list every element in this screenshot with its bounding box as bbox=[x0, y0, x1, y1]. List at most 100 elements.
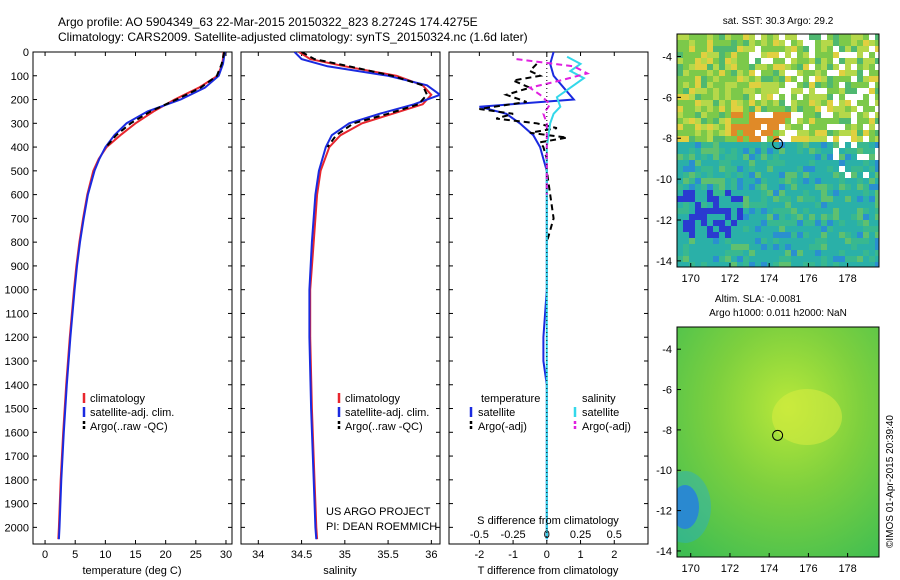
difference-top-label: S difference from climatology bbox=[477, 515, 619, 527]
sst-cell bbox=[779, 52, 785, 58]
sst-cell bbox=[767, 226, 773, 232]
sst-cell bbox=[803, 40, 809, 46]
sst-cell bbox=[827, 178, 833, 184]
sst-cell bbox=[773, 76, 779, 82]
sst-cell bbox=[695, 196, 701, 202]
sst-cell bbox=[743, 262, 749, 267]
sst-cell bbox=[731, 184, 737, 190]
sst-cell bbox=[851, 226, 857, 232]
sst-cell bbox=[803, 214, 809, 220]
sst-cell bbox=[761, 112, 767, 118]
sst-cell bbox=[863, 136, 869, 142]
sst-cell bbox=[869, 130, 875, 136]
sst-cell bbox=[857, 172, 863, 178]
sst-cell bbox=[677, 190, 683, 196]
sst-cell bbox=[869, 154, 875, 160]
sst-cell bbox=[701, 118, 707, 124]
sla-map-field bbox=[677, 327, 879, 557]
sst-cell bbox=[875, 118, 879, 124]
sst-cell bbox=[755, 88, 761, 94]
sst-cell bbox=[779, 106, 785, 112]
sst-cell bbox=[815, 124, 821, 130]
sst-cell bbox=[791, 70, 797, 76]
sst-cell bbox=[683, 142, 689, 148]
sst-cell bbox=[683, 184, 689, 190]
sst-cell bbox=[827, 262, 833, 267]
sst-cell bbox=[779, 226, 785, 232]
sst-cell bbox=[683, 238, 689, 244]
sst-cell bbox=[707, 94, 713, 100]
sst-cell bbox=[701, 250, 707, 256]
sst-cell bbox=[743, 70, 749, 76]
sst-cell bbox=[773, 130, 779, 136]
sst-cell bbox=[755, 124, 761, 130]
sst-cell bbox=[827, 232, 833, 238]
sst-cell bbox=[863, 106, 869, 112]
sst-cell bbox=[857, 196, 863, 202]
sst-cell bbox=[689, 64, 695, 70]
sst-cell bbox=[821, 46, 827, 52]
sst-cell bbox=[695, 154, 701, 160]
sst-cell bbox=[779, 172, 785, 178]
sst-cell bbox=[683, 130, 689, 136]
sst-cell bbox=[713, 40, 719, 46]
sst-cell bbox=[791, 64, 797, 70]
sst-cell bbox=[713, 58, 719, 64]
sst-cell bbox=[767, 40, 773, 46]
sst-cell bbox=[815, 220, 821, 226]
sst-cell bbox=[725, 160, 731, 166]
sst-cell bbox=[767, 232, 773, 238]
sst-cell bbox=[689, 166, 695, 172]
sst-cell bbox=[785, 172, 791, 178]
sst-cell bbox=[749, 106, 755, 112]
sst-cell bbox=[803, 184, 809, 190]
sst-cell bbox=[875, 100, 879, 106]
sst-cell bbox=[815, 88, 821, 94]
sst-cell bbox=[755, 58, 761, 64]
sst-cell bbox=[713, 214, 719, 220]
sst-cell bbox=[725, 190, 731, 196]
sla-map-argo-marker bbox=[772, 429, 784, 441]
sst-cell bbox=[755, 220, 761, 226]
sst-map-xtick-label: 176 bbox=[799, 273, 817, 285]
sst-cell bbox=[779, 70, 785, 76]
sst-cell bbox=[749, 256, 755, 262]
sst-cell bbox=[755, 130, 761, 136]
sst-cell bbox=[797, 208, 803, 214]
sst-cell bbox=[815, 238, 821, 244]
temperature-profile-xtick-label: 0 bbox=[42, 549, 48, 561]
sst-cell bbox=[761, 226, 767, 232]
sst-cell bbox=[797, 58, 803, 64]
sst-cell bbox=[815, 52, 821, 58]
sst-cell bbox=[803, 250, 809, 256]
sst-cell bbox=[821, 100, 827, 106]
sst-cell bbox=[749, 220, 755, 226]
sst-cell bbox=[767, 82, 773, 88]
sst-cell bbox=[719, 208, 725, 214]
sst-cell bbox=[731, 196, 737, 202]
sst-cell bbox=[851, 94, 857, 100]
sst-cell bbox=[809, 76, 815, 82]
sst-cell bbox=[773, 166, 779, 172]
sst-cell bbox=[779, 250, 785, 256]
sst-cell bbox=[695, 100, 701, 106]
sst-cell bbox=[737, 166, 743, 172]
sst-cell bbox=[803, 178, 809, 184]
sst-cell bbox=[839, 112, 845, 118]
difference-profile-xtick-label: 2 bbox=[611, 549, 617, 561]
sst-cell bbox=[719, 166, 725, 172]
sst-cell bbox=[839, 142, 845, 148]
sst-cell bbox=[821, 202, 827, 208]
sst-cell bbox=[695, 112, 701, 118]
sst-cell bbox=[833, 262, 839, 267]
sst-cell bbox=[767, 100, 773, 106]
sst-cell bbox=[869, 40, 875, 46]
sst-cell bbox=[713, 226, 719, 232]
figure-title-line1: Argo profile: AO 5904349_63 22-Mar-2015 … bbox=[58, 15, 478, 29]
sla-map-subtitle: Argo h1000: 0.011 h2000: NaN bbox=[709, 308, 847, 319]
sst-cell bbox=[755, 172, 761, 178]
sst-cell bbox=[797, 226, 803, 232]
sst-cell bbox=[827, 136, 833, 142]
depth-tick-label: 1900 bbox=[5, 499, 29, 511]
temperature-profile-xtick-label: 10 bbox=[99, 549, 111, 561]
